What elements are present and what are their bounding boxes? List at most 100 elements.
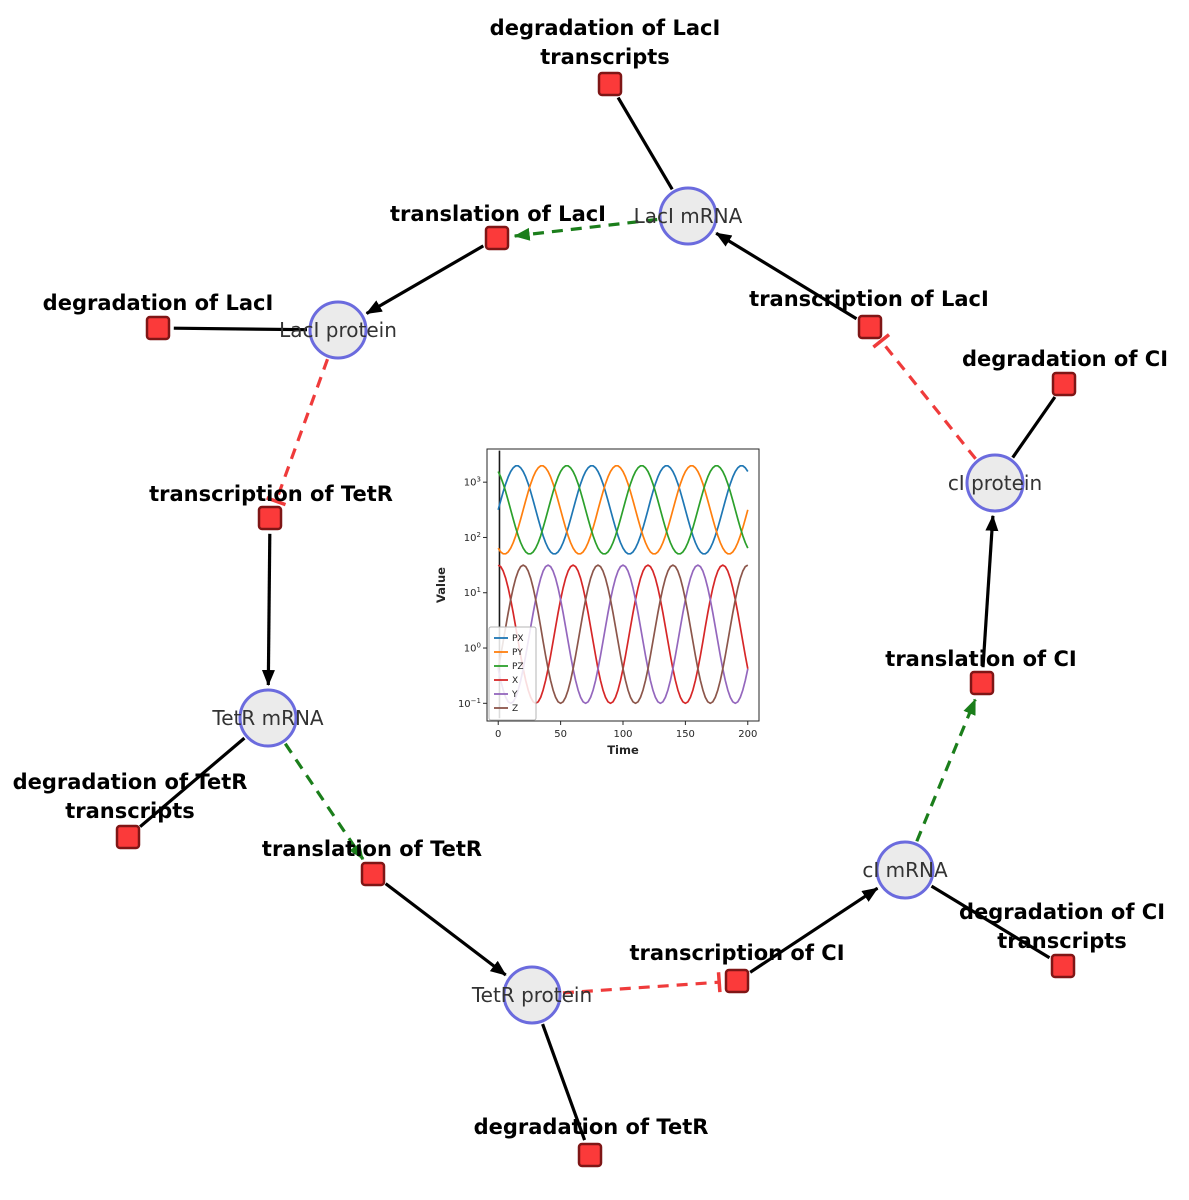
y-tick-label: 101 [464,586,481,599]
reaction-square[interactable] [1051,371,1077,397]
y-tick-label: 103 [464,476,481,489]
species-label: LacI mRNA [634,204,743,228]
x-tick-label: 0 [495,729,501,740]
chart-legend [488,626,537,721]
species-circle[interactable] [308,300,368,360]
species-node-ci-mrna: cI mRNA [862,840,948,900]
reaction-label: transcription of LacI [749,287,989,311]
series-Z [497,564,749,705]
species-node-laci-protein: LacI protein [279,300,397,360]
x-tick-label: 200 [738,729,757,740]
reaction-square[interactable] [969,670,995,696]
edge-laci-mrna-to-deg-laci-tx [616,96,674,191]
reaction-node-tx-tetr: transcription of TetR [149,482,393,531]
reaction-node-deg-tetr: degradation of TetR [474,1115,709,1168]
nodes-layer: degradation of LacI transcripts translatio… [13,16,1168,1168]
edge-tetr-mrna-to-deg-tetr-tx [139,736,246,828]
edge-tx-laci-to-laci-mrna [715,231,858,321]
reaction-label: degradation of LacI transcripts [490,16,721,69]
species-label: cI mRNA [862,858,948,882]
x-tick-label: 100 [613,729,632,740]
edges-layer [139,96,1057,1141]
y-tick-label: 100 [464,642,481,655]
y-tick-label: 10−1 [458,697,481,710]
edge-ci-protein-to-deg-ci [1011,396,1057,459]
edge-ci-protein-to-tx-laci [872,333,977,460]
x-tick-label: 150 [676,729,695,740]
reaction-node-transl-tetr: translation of TetR [262,837,482,887]
series-PY [497,464,749,555]
species-circle[interactable] [658,186,718,246]
reaction-label: degradation of CI transcripts [959,900,1165,953]
reaction-label: degradation of TetR [474,1115,709,1139]
reaction-square[interactable] [597,71,623,97]
reaction-square[interactable] [577,1142,603,1168]
legend-label: PY [512,648,523,658]
reaction-square[interactable] [724,968,750,994]
species-label: LacI protein [279,318,397,342]
edge-tetr-protein-to-deg-tetr [541,1023,587,1141]
species-node-laci-mrna: LacI mRNA [634,186,743,246]
reaction-square[interactable] [484,225,510,251]
species-label: TetR mRNA [211,706,324,730]
edge-ci-mrna-to-deg-ci-tx [930,884,1051,960]
edge-laci-mrna-to-transl-laci [513,217,658,241]
series-PX [497,464,749,555]
species-circle[interactable] [875,840,935,900]
reaction-node-tx-laci: transcription of LacI [749,287,989,340]
x-tick-label: 50 [554,729,567,740]
reaction-label: degradation of TetR transcripts [13,770,248,823]
species-node-tetr-mrna: TetR mRNA [211,688,324,748]
reaction-label: degradation of LacI [43,291,274,315]
legend-label: PZ [512,662,524,672]
reaction-square[interactable] [857,314,883,340]
reaction-node-deg-laci: degradation of LacI [43,291,274,341]
species-label: TetR protein [471,983,592,1007]
legend-label: X [512,676,518,686]
reaction-label: transcription of TetR [149,482,393,506]
reaction-square[interactable] [115,824,141,850]
reaction-label: degradation of CI [962,347,1168,371]
edge-transl-laci-to-laci-protein [365,244,485,315]
reaction-label: transcription of CI [629,941,844,965]
reaction-square[interactable] [360,861,386,887]
edge-tx-ci-to-ci-mrna [749,886,879,974]
y-tick-label: 102 [464,531,481,544]
species-circle[interactable] [238,688,298,748]
edge-ci-mrna-to-transl-ci [915,698,977,842]
reaction-node-deg-ci-tx: degradation of CI transcripts [959,900,1165,979]
reaction-node-transl-laci: translation of LacI [390,202,606,251]
edge-transl-ci-to-ci-protein [981,514,999,668]
legend-label: Z [512,704,518,714]
edge-transl-tetr-to-tetr-protein [384,882,507,977]
legend-label: Y [511,690,518,700]
reaction-label: translation of LacI [390,202,606,226]
y-axis-label: Value [434,567,448,603]
species-circle[interactable] [502,965,562,1025]
reaction-label: translation of TetR [262,837,482,861]
edge-tx-tetr-to-tetr-mrna [261,533,275,686]
reaction-square[interactable] [257,505,283,531]
edge-tetr-protein-to-tx-ci [562,972,722,995]
reaction-node-deg-ci: degradation of CI [962,347,1168,397]
x-axis-label: Time [607,743,639,757]
reaction-node-deg-tetr-tx: degradation of TetR transcripts [13,770,248,850]
reaction-label: translation of CI [885,647,1076,671]
reaction-node-transl-ci: translation of CI [885,647,1077,696]
species-node-ci-protein: cI protein [948,453,1042,513]
species-node-tetr-protein: TetR protein [471,965,592,1025]
edge-laci-protein-to-tx-tetr [266,358,330,507]
reaction-square[interactable] [1050,953,1076,979]
species-label: cI protein [948,471,1042,495]
species-circle[interactable] [965,453,1025,513]
reaction-node-deg-laci-tx: degradation of LacI transcripts [490,16,721,97]
series-PZ [497,464,749,555]
reaction-square[interactable] [145,315,171,341]
reaction-node-tx-ci: transcription of CI [629,941,845,994]
edge-laci-protein-to-deg-laci [173,326,308,332]
legend-label: PX [512,634,524,644]
series-Y [497,564,749,705]
edge-tetr-mrna-to-transl-tetr [283,742,365,861]
